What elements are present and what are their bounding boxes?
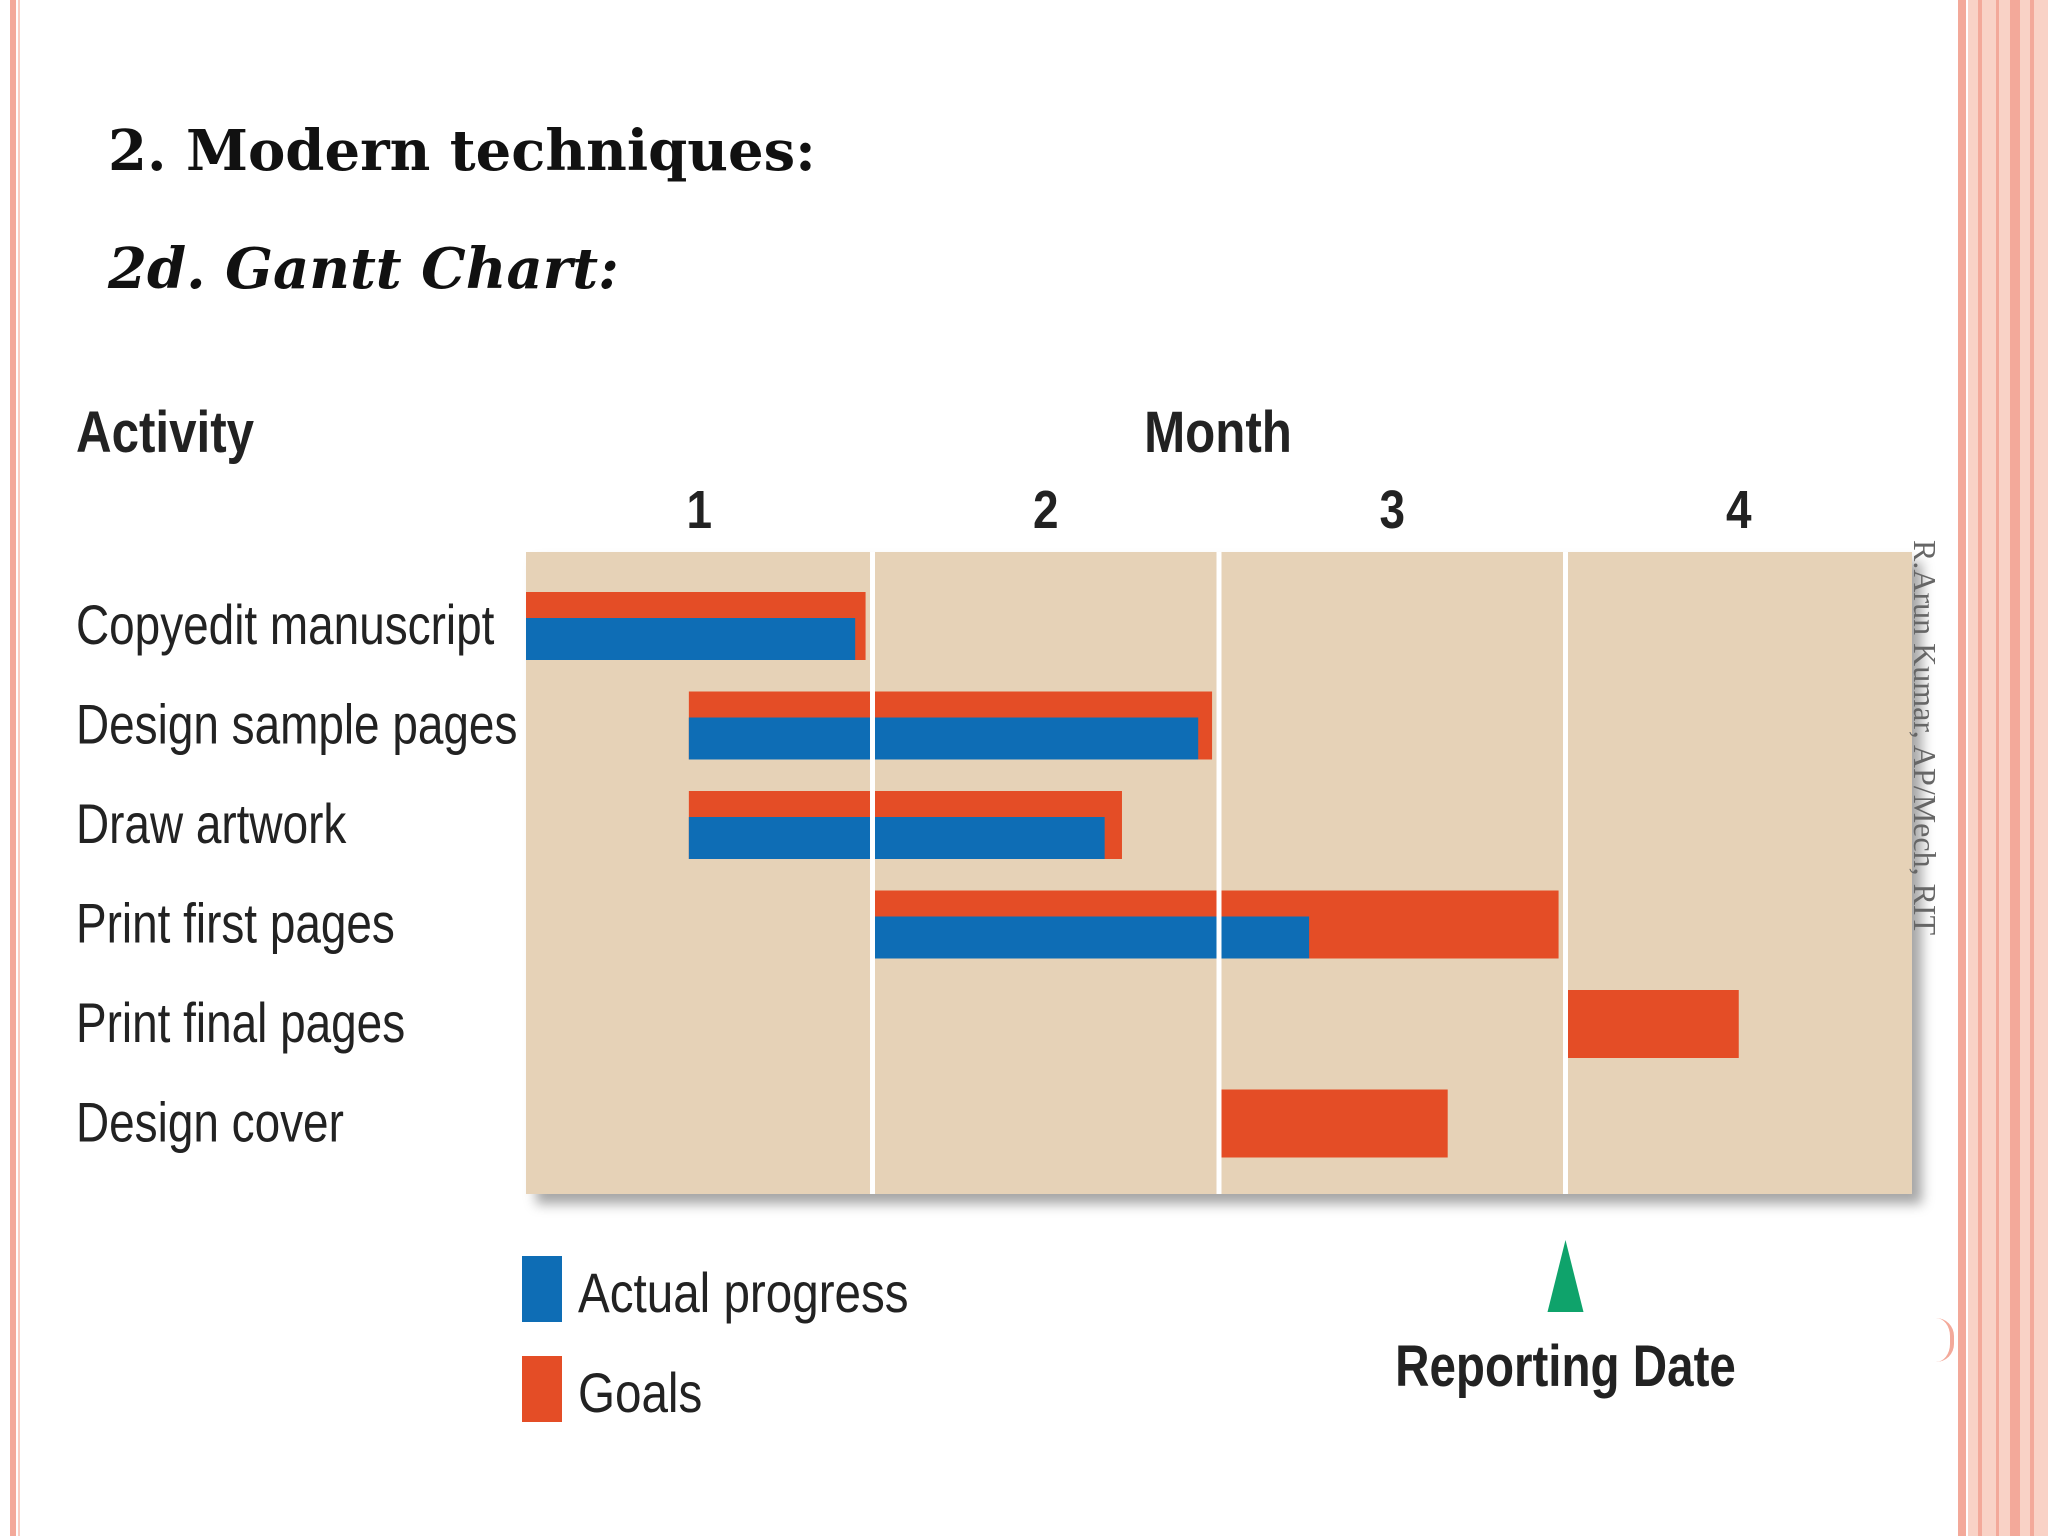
month-axis-title: Month (1144, 400, 1292, 465)
activity-label: Design cover (76, 1091, 344, 1153)
month-tick-label: 3 (1379, 480, 1405, 540)
actual-progress-bar (688, 717, 1199, 760)
activity-label: Print final pages (76, 992, 405, 1054)
slide-heading: 2. Modern techniques: (108, 118, 816, 184)
reporting-date-label: Reporting Date (1395, 1335, 1736, 1400)
slide-border-right-stripe (2030, 0, 2034, 1536)
legend-swatch-actual (522, 1256, 562, 1322)
activity-label: Draw artwork (76, 793, 347, 855)
actual-progress-bar (526, 618, 856, 660)
slide-border-right-stripe (1978, 0, 1982, 1536)
legend-swatch-goal (522, 1356, 562, 1422)
author-credit: R.Arun Kumar, AP/Mech, RIT (1907, 540, 1943, 936)
legend-label: Goals (578, 1362, 702, 1424)
slide-subheading: 2d. Gantt Chart: (108, 236, 619, 302)
slide-border-right-stripe (1958, 0, 1966, 1536)
slide-border-left-thin (18, 0, 20, 1536)
month-tick-label: 4 (1726, 480, 1752, 540)
slide-border-right-stripe (1996, 0, 1999, 1536)
goal-bar (1565, 990, 1739, 1058)
actual-progress-bar (688, 817, 1105, 859)
slide-border-left (10, 0, 16, 1536)
activity-label: Copyedit manuscript (76, 594, 494, 656)
slide-decoration-arc (1936, 1318, 1954, 1362)
activity-label: Design sample pages (76, 693, 517, 755)
activity-column-header: Activity (76, 400, 254, 465)
actual-progress-bar (872, 916, 1310, 959)
goal-bar (1219, 1089, 1448, 1158)
month-tick-label: 1 (686, 480, 712, 540)
legend-label: Actual progress (578, 1262, 909, 1324)
month-tick-label: 2 (1033, 480, 1059, 540)
reporting-date-marker (1547, 1240, 1584, 1312)
slide-border-right-stripe (2010, 0, 2020, 1536)
activity-label: Print first pages (76, 892, 395, 954)
